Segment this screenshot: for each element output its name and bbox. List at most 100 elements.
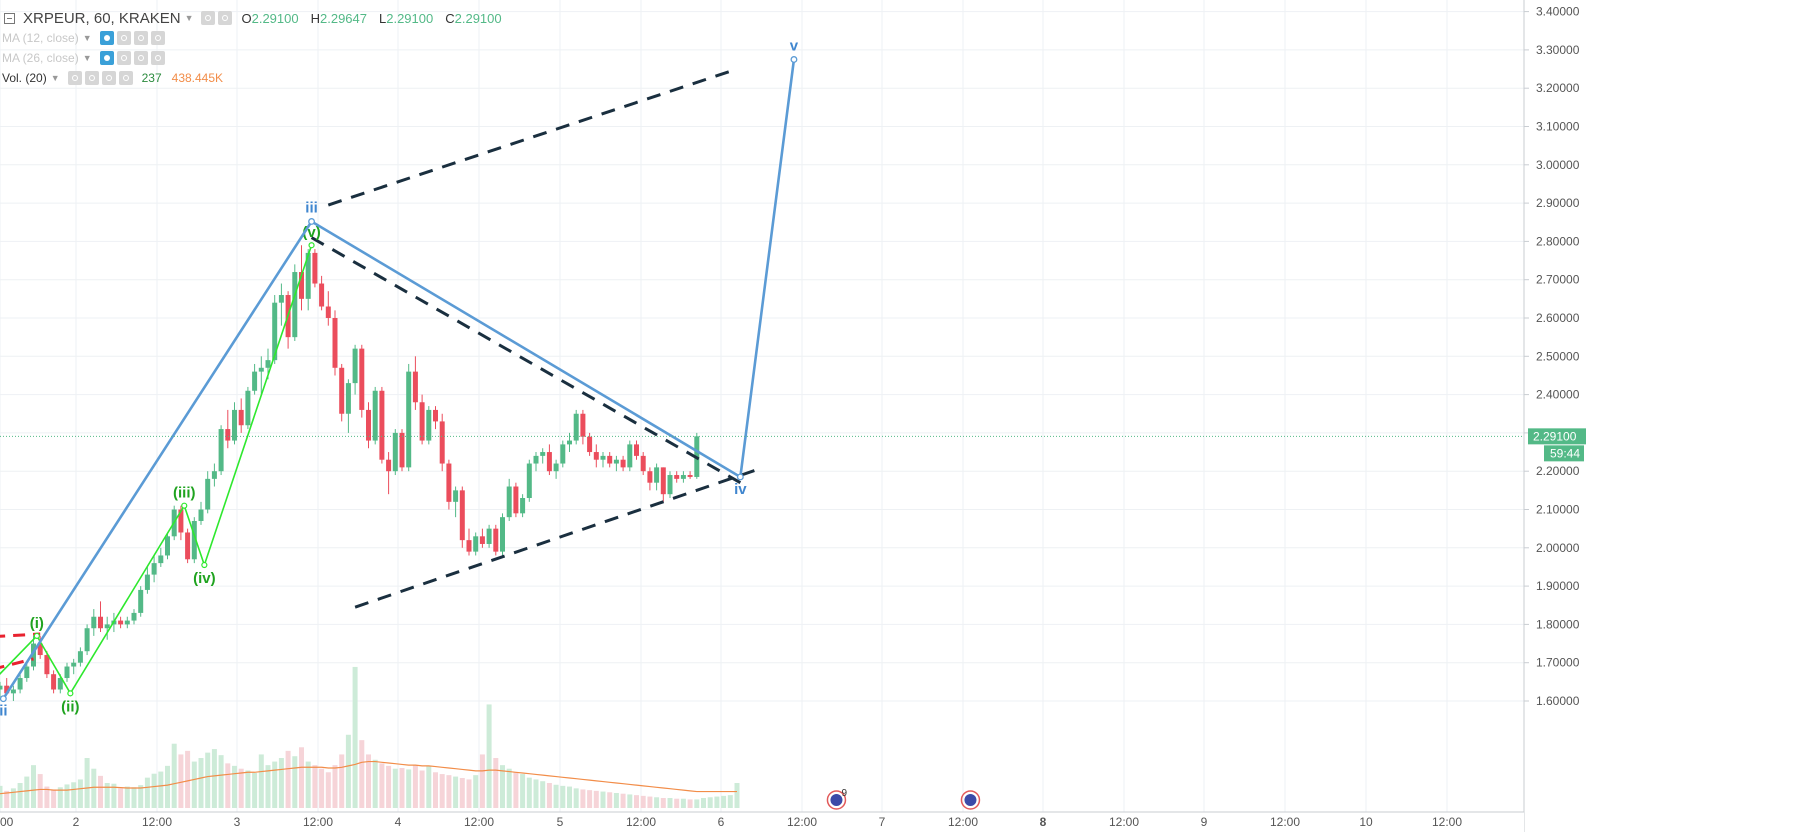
eye-icon[interactable] [99,31,114,45]
volume-bar [446,775,452,808]
candle-body [526,463,532,499]
ma26-row: MA (26, close) ▼ [0,48,502,68]
volume-bars [0,666,740,808]
volume-bar [406,769,412,808]
volume-bar [587,790,593,808]
minor-wave-point [67,690,74,697]
time-tick-label: 5 [557,815,564,829]
plus-icon[interactable] [133,51,148,65]
candle-body [151,563,157,575]
candle-body [500,517,505,552]
volume-bar [24,776,30,808]
time-tick-label: 12:00 [1270,815,1300,829]
volume-bar [500,765,505,808]
visibility-eye-icon[interactable] [201,11,216,25]
volume-bar [372,759,378,808]
volume-bar [526,777,532,808]
high-value: 2.29647 [320,10,367,26]
close-key: C [445,10,455,26]
volume-bar [721,795,727,808]
candle-body [506,486,512,518]
candle-body [473,536,479,552]
candle-body [459,490,465,541]
volume-bar [520,774,526,808]
chevron-down-icon[interactable]: ▼ [82,33,92,43]
volume-bar [305,761,311,808]
plus-icon[interactable] [101,71,116,85]
volume-bar [138,785,144,808]
volume-bar [479,754,485,808]
volume-bar [613,793,619,808]
candle-body [124,620,130,625]
volume-bar [392,768,398,808]
candle-body [17,678,23,690]
volume-bar [211,749,217,808]
minor-wave-point [181,502,188,509]
candle-body [178,509,184,533]
candle-body [386,459,392,472]
event-marker-ring [960,790,981,810]
eye-icon[interactable] [99,51,114,65]
minor-wave-point [308,242,315,249]
candle-body [31,643,36,667]
close-icon[interactable] [150,51,165,65]
chevron-down-icon[interactable]: ▼ [82,53,92,63]
gear-icon[interactable] [84,71,99,85]
volume-bar [91,768,97,808]
candle-body [4,685,10,694]
event-marker-ring [826,790,847,810]
candle-body [71,662,77,667]
chevron-down-icon[interactable]: ▼ [50,73,60,83]
volume-bar [466,779,472,808]
volume-bar [366,754,371,808]
volume-bar [486,704,492,808]
time-tick-label: 8 [1040,815,1047,829]
time-tick-label: 00 [0,815,14,829]
candle-body [433,409,438,422]
candles [0,245,700,701]
volume-bar [57,787,63,808]
gear-icon[interactable] [116,51,131,65]
price-tick-label: 2.40000 [1536,388,1580,402]
volume-bar [634,795,639,808]
primary-wave-label: iv [734,481,747,498]
eye-icon[interactable] [67,71,82,85]
primary-wave-point [790,56,798,63]
candle-body [245,390,251,426]
collapse-legend-button[interactable] [4,12,15,24]
candle-body [57,678,63,690]
candle-body [674,475,680,479]
volume-bar [459,778,465,808]
candle-body [232,409,237,441]
close-icon[interactable] [118,71,133,85]
gear-icon[interactable] [116,31,131,45]
candle-body [238,409,244,426]
candle-body [640,455,646,472]
candle-body [138,589,144,613]
volume-bar [0,785,3,808]
candle-body [37,643,43,656]
time-axis: 00 2 12:00 3 12:00 4 12:00 5 12:00 6 12:00 7 12:00 8 1… [0,815,1462,829]
volume-bar [171,743,177,808]
chevron-down-icon[interactable]: ▼ [184,13,194,23]
candle-body [24,666,30,679]
plus-icon[interactable] [133,31,148,45]
candle-body [493,528,499,552]
candle-body [198,509,204,521]
primary-wave-label: iii [305,199,318,216]
volume-bar [386,765,392,808]
settings-gear-icon[interactable] [218,11,233,25]
minor-wave-label: (i) [30,615,44,632]
volume-bar [540,781,546,808]
volume-bar [399,768,405,808]
ma26-label: MA (26, close) [2,51,79,65]
close-value: 2.29100 [454,10,502,26]
close-icon[interactable] [150,31,165,45]
candle-body [479,536,485,544]
candle-body [205,478,211,510]
candle-body [332,318,338,368]
last-price-badge [1528,428,1586,445]
volume-bar [600,791,606,808]
